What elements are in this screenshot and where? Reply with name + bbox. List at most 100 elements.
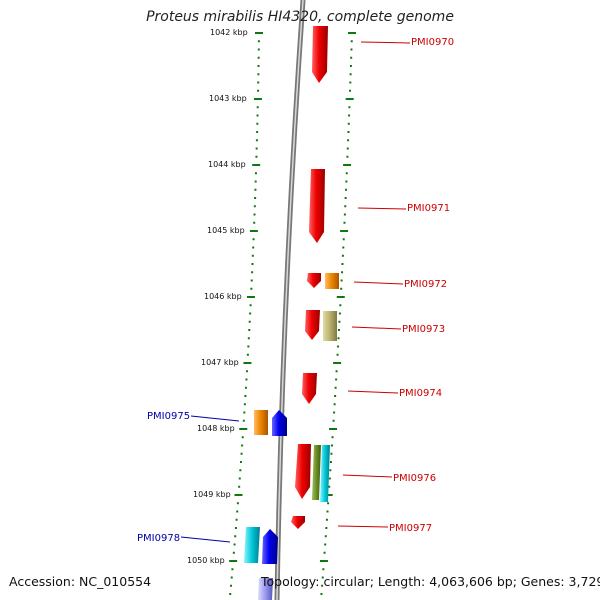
gene-label-pmi0977[interactable]: PMI0977	[389, 523, 432, 534]
right-minor-tick	[324, 535, 327, 538]
left-minor-tick	[252, 246, 255, 249]
left-minor-tick	[254, 188, 257, 191]
feature-pmi0972a[interactable]	[307, 273, 321, 288]
left-minor-tick	[245, 378, 248, 381]
right-major-tick	[324, 494, 333, 496]
right-major-tick	[343, 164, 352, 166]
right-minor-tick	[346, 155, 349, 158]
feature-pmi0977[interactable]	[291, 516, 305, 529]
right-minor-tick	[322, 568, 325, 571]
left-minor-tick	[240, 452, 243, 455]
left-minor-tick	[229, 593, 232, 595]
right-minor-tick	[329, 469, 332, 472]
feature-pmi0978a[interactable]	[244, 527, 260, 563]
right-minor-tick	[342, 246, 345, 249]
label-line-pmi0978	[180, 536, 231, 543]
left-major-tick	[239, 428, 248, 430]
right-minor-tick	[337, 345, 340, 348]
right-minor-tick	[339, 304, 342, 307]
feature-bottom-partial[interactable]	[258, 578, 273, 600]
right-minor-tick	[342, 238, 345, 241]
right-major-tick	[348, 32, 356, 34]
topology-text: Topology: circular; Length: 4,063,606 bp…	[261, 574, 600, 589]
right-minor-tick	[328, 485, 331, 488]
gene-label-pmi0978[interactable]: PMI0978	[137, 533, 180, 544]
label-line-pmi0970	[360, 41, 411, 44]
left-major-tick	[246, 296, 255, 298]
left-minor-tick	[245, 370, 248, 373]
right-minor-tick	[349, 89, 352, 92]
right-minor-tick	[330, 452, 333, 455]
left-minor-tick	[253, 221, 256, 224]
feature-pmi0975a[interactable]	[254, 410, 268, 435]
feature-pmi0976a[interactable]	[295, 444, 311, 499]
gene-label-pmi0973[interactable]: PMI0973	[402, 324, 445, 335]
right-minor-tick	[325, 518, 328, 521]
feature-pmi0975b[interactable]	[272, 410, 287, 436]
scale-label-1049: 1049 kbp	[193, 490, 231, 499]
right-minor-tick	[327, 502, 330, 505]
gene-label-pmi0970[interactable]: PMI0970	[411, 37, 454, 48]
label-line-pmi0972	[353, 281, 404, 285]
gene-label-pmi0971[interactable]: PMI0971	[407, 203, 450, 214]
left-minor-tick	[235, 518, 238, 521]
right-minor-tick	[348, 114, 351, 117]
right-minor-tick	[326, 510, 329, 513]
left-major-tick	[252, 164, 261, 166]
left-minor-tick	[234, 535, 237, 538]
label-lines	[180, 41, 411, 543]
right-minor-tick	[345, 180, 348, 183]
feature-pmi0973a[interactable]	[305, 310, 320, 340]
feature-pmi0976b[interactable]	[312, 445, 321, 500]
right-minor-tick	[334, 395, 337, 397]
features	[244, 26, 339, 600]
left-minor-tick	[244, 386, 247, 389]
left-minor-tick	[252, 238, 255, 241]
right-minor-tick	[340, 279, 343, 282]
left-minor-tick	[242, 419, 245, 422]
left-minor-tick	[247, 345, 250, 348]
left-minor-tick	[257, 89, 260, 92]
right-minor-tick	[324, 543, 327, 546]
left-minor-tick	[233, 543, 236, 546]
gene-label-pmi0974[interactable]: PMI0974	[399, 388, 442, 399]
left-minor-tick	[256, 122, 259, 125]
scale-label-1042: 1042 kbp	[210, 28, 248, 37]
gene-label-pmi0975[interactable]: PMI0975	[147, 411, 190, 422]
right-minor-tick	[338, 320, 341, 323]
left-major-tick	[243, 362, 252, 364]
right-minor-tick	[343, 213, 346, 216]
gene-label-pmi0976[interactable]: PMI0976	[393, 473, 436, 484]
scale-label-1045: 1045 kbp	[207, 226, 245, 235]
right-minor-tick	[335, 370, 338, 373]
scale-ticks-left	[229, 32, 263, 595]
feature-pmi0973b[interactable]	[323, 311, 337, 341]
left-minor-tick	[229, 584, 232, 587]
left-minor-tick	[244, 395, 247, 397]
left-minor-tick	[236, 502, 239, 505]
right-minor-tick	[341, 254, 344, 257]
feature-pmi0972b[interactable]	[325, 273, 339, 289]
right-minor-tick	[333, 411, 336, 414]
right-minor-tick	[331, 436, 334, 439]
feature-pmi0974[interactable]	[302, 373, 317, 404]
left-minor-tick	[234, 527, 237, 529]
right-minor-tick	[337, 337, 340, 340]
right-minor-tick	[323, 551, 326, 554]
left-minor-tick	[231, 568, 234, 571]
left-minor-tick	[251, 271, 254, 274]
feature-pmi0976c[interactable]	[320, 445, 330, 502]
feature-pmi0970[interactable]	[312, 26, 328, 83]
feature-pmi0978b[interactable]	[262, 529, 278, 564]
gene-label-pmi0972[interactable]: PMI0972	[404, 279, 447, 290]
scale-labels: 1042 kbp 1043 kbp 1044 kbp 1045 kbp 1046…	[187, 28, 248, 565]
scale-label-1044: 1044 kbp	[208, 160, 246, 169]
right-minor-tick	[350, 56, 353, 59]
left-minor-tick	[236, 510, 239, 513]
gene-labels: PMI0970 PMI0971 PMI0972 PMI0973 PMI0974 …	[137, 37, 454, 544]
left-minor-tick	[253, 213, 256, 216]
feature-pmi0971[interactable]	[309, 169, 325, 243]
right-minor-tick	[350, 40, 353, 43]
left-minor-tick	[232, 551, 235, 554]
